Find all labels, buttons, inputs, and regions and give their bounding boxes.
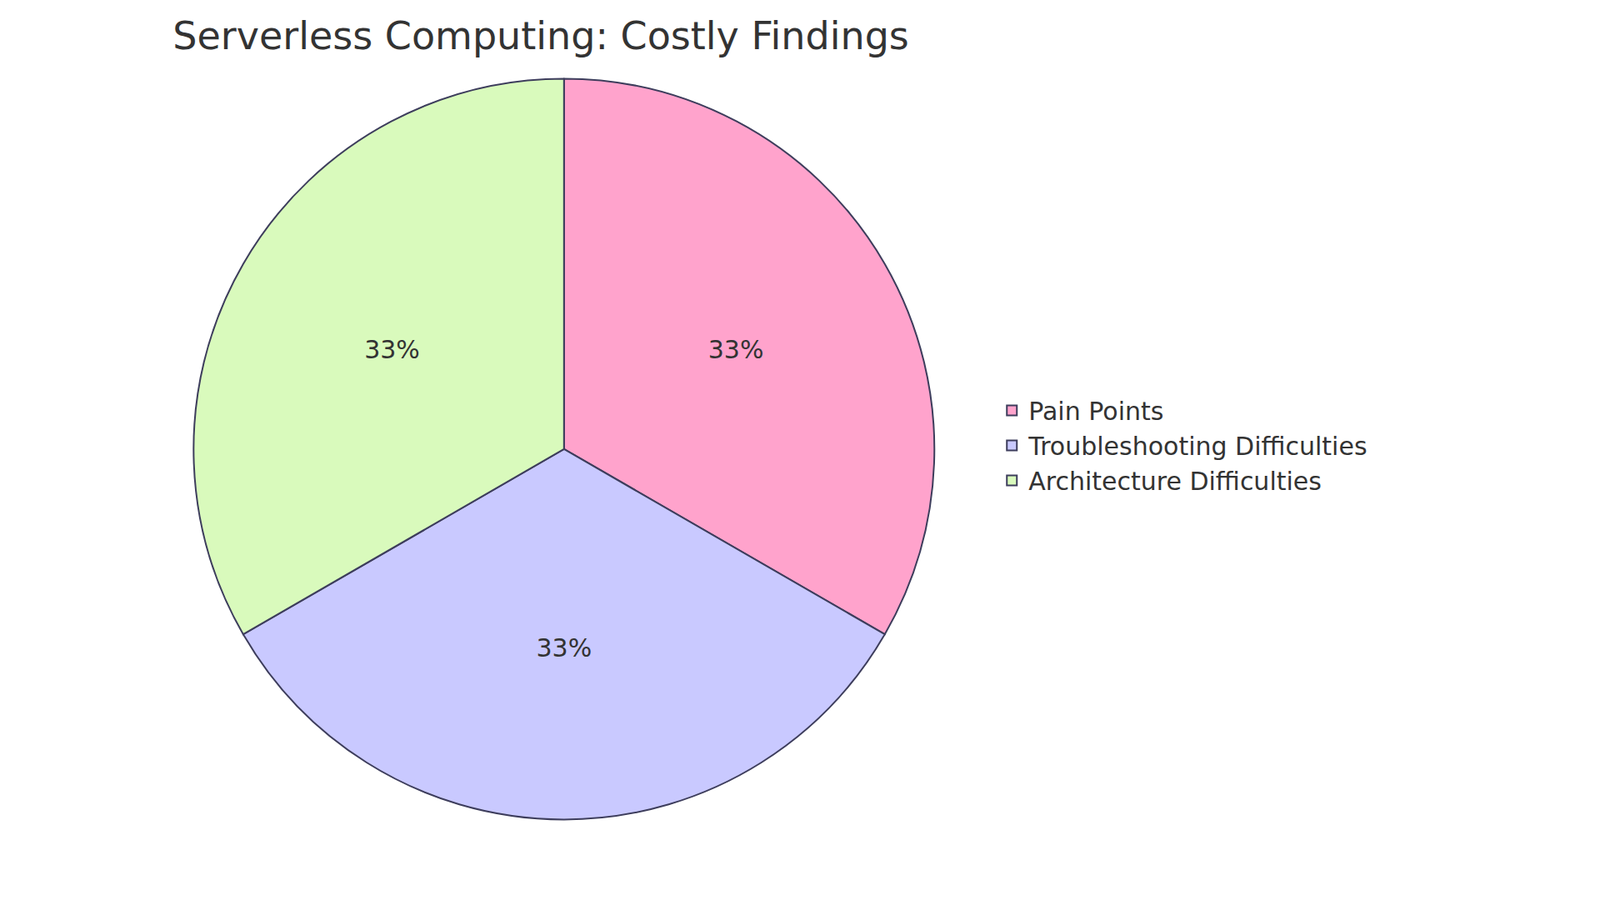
svg-text:Serverless Computing: Costly F: Serverless Computing: Costly Findings [172,13,909,59]
svg-text:33%: 33% [535,633,592,663]
svg-text:33%: 33% [364,335,420,365]
svg-text:33%: 33% [708,335,765,365]
svg-text:Troubleshooting Difficulties: Troubleshooting Difficulties [1027,431,1367,461]
svg-text:Architecture Difficulties: Architecture Difficulties [1028,466,1322,496]
svg-text:Pain Points: Pain Points [1028,396,1164,426]
